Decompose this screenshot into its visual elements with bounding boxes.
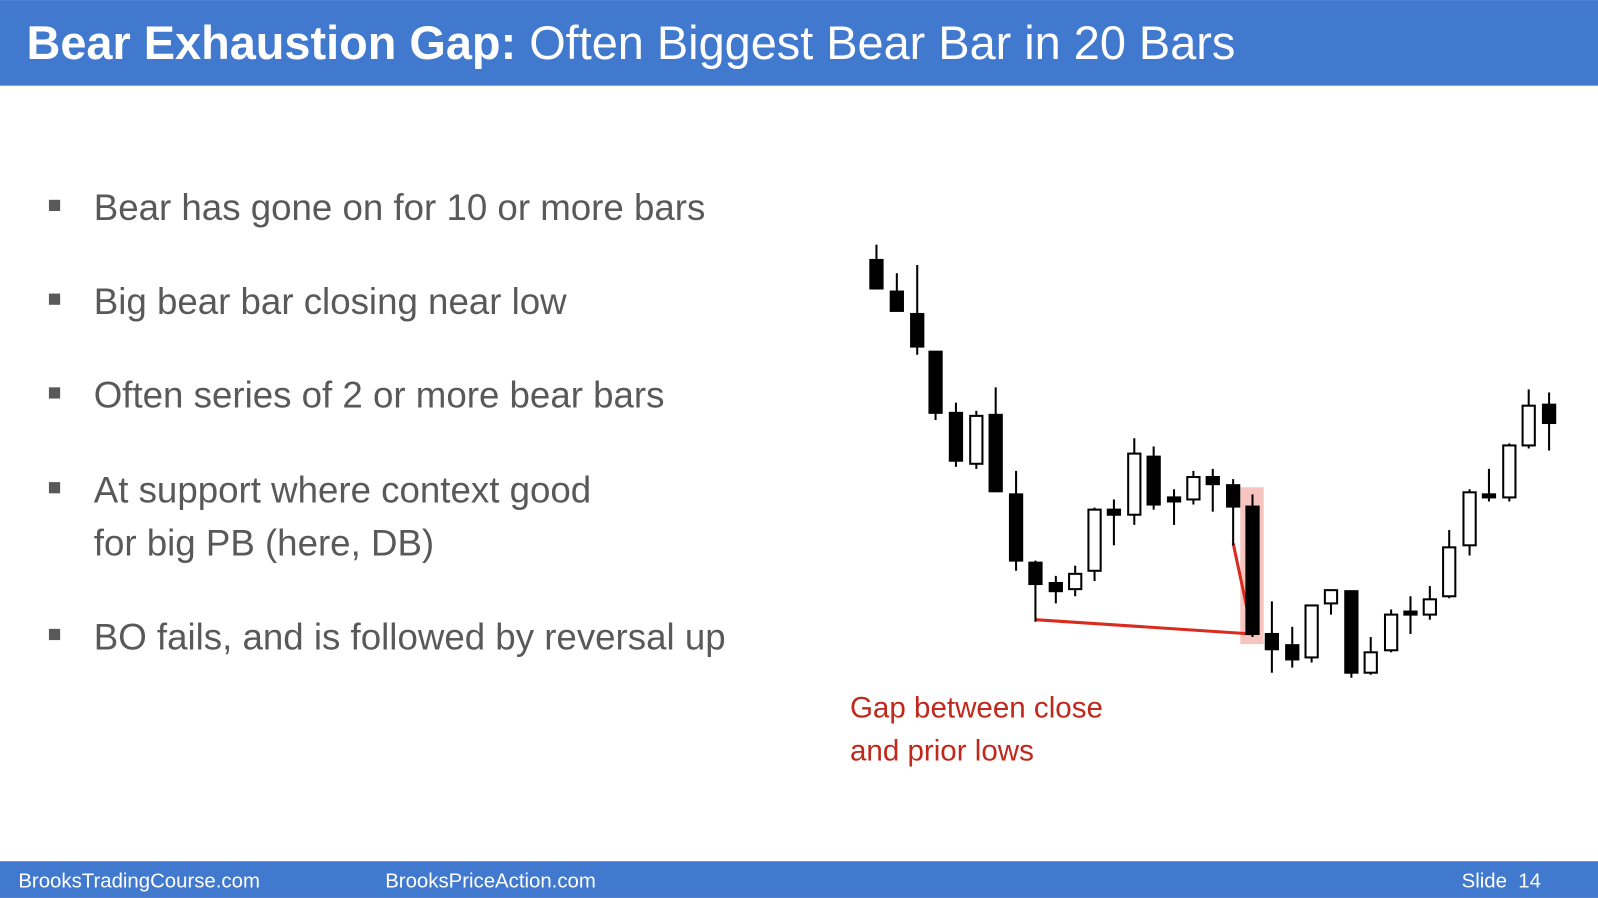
title-bold: Bear Exhaustion Gap:	[26, 17, 516, 69]
candle	[1068, 572, 1083, 591]
title-rest: Often Biggest Bear Bar in 20 Bars	[529, 17, 1235, 69]
candle	[1344, 590, 1359, 674]
bullet-marker	[48, 387, 61, 399]
candle	[969, 414, 984, 465]
candle	[1383, 613, 1399, 652]
bullet-text: for big PB (here, DB)	[94, 522, 434, 563]
annotation: and prior lows	[850, 734, 1034, 767]
candle	[988, 413, 1003, 493]
candle	[1008, 493, 1024, 562]
candle	[1422, 598, 1437, 616]
candle	[1264, 632, 1280, 651]
bullet-list: Bear has gone on for 10 or more bars Big…	[48, 187, 726, 657]
candle	[1028, 561, 1043, 586]
candle	[1363, 651, 1378, 674]
candle	[1481, 493, 1497, 499]
title-bar	[0, 0, 1598, 86]
candle	[1166, 496, 1182, 503]
bullet-marker	[48, 293, 61, 305]
candle	[1205, 476, 1220, 486]
candle	[1087, 508, 1102, 572]
candle	[1146, 455, 1161, 506]
candle	[1304, 604, 1319, 659]
candle	[1127, 452, 1142, 516]
candle	[1048, 581, 1063, 593]
candle	[869, 258, 884, 290]
candle	[1245, 505, 1260, 635]
candle	[889, 290, 904, 312]
bullet-text: Often series of 2 or more bear bars	[94, 375, 665, 416]
candle	[1521, 404, 1536, 447]
bullet-marker	[48, 482, 61, 494]
candle	[1285, 644, 1300, 661]
bullet-text: Big bear bar closing near low	[94, 281, 567, 322]
bullet-text: Bear has gone on for 10 or more bars	[94, 187, 706, 228]
slide-number: Slide 14	[1462, 871, 1541, 893]
candle	[1541, 403, 1557, 425]
annotation: Gap between close	[850, 692, 1103, 725]
candle	[910, 312, 925, 348]
bullet-text: BO fails, and is followed by reversal up	[94, 616, 726, 657]
candle	[1403, 610, 1418, 616]
candle	[1186, 476, 1201, 501]
candle	[1226, 484, 1241, 508]
gap-line	[1035, 618, 1253, 636]
title: Bear Exhaustion Gap: Often Biggest Bear …	[26, 17, 1235, 69]
candle	[1462, 491, 1477, 547]
candle	[1442, 546, 1457, 598]
candle	[928, 350, 943, 414]
footer-bar	[0, 861, 1598, 898]
candle	[1502, 444, 1517, 499]
candlestick-illustration	[869, 244, 1557, 678]
bullet-marker	[48, 628, 61, 641]
bullet-text: At support where context good	[94, 470, 591, 511]
candle	[1323, 589, 1339, 605]
candle	[1106, 508, 1122, 516]
bullet-marker	[48, 199, 61, 212]
footer-left: BrooksTradingCourse.com	[18, 871, 260, 893]
candle	[948, 411, 964, 462]
footer-center: BrooksPriceAction.com	[385, 871, 596, 893]
